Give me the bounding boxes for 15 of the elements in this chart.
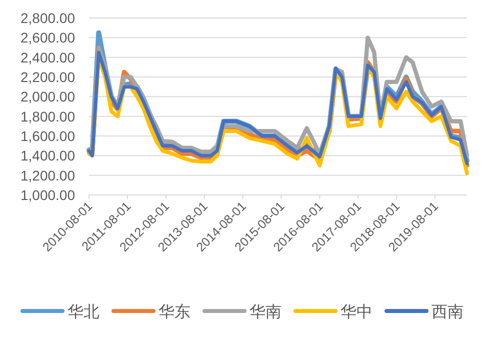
- y-tick-label: 1,400.00: [20, 148, 76, 164]
- legend-label: 华北: [68, 303, 100, 321]
- y-tick-label: 1,200.00: [20, 167, 76, 184]
- legend-label: 西南: [432, 303, 464, 321]
- y-tick-label: 2,600.00: [20, 30, 76, 46]
- y-tick-label: 1,800.00: [20, 108, 76, 124]
- legend-label: 华南: [250, 303, 282, 321]
- y-tick-label: 1,600.00: [20, 128, 76, 144]
- y-tick-label: 2,400.00: [20, 49, 76, 66]
- y-tick-label: 2,200.00: [20, 69, 76, 85]
- legend-label: 华东: [158, 303, 190, 321]
- legend-label: 华中: [340, 303, 372, 321]
- y-tick-label: 2,000.00: [20, 88, 76, 105]
- y-tick-label: 2,800.00: [20, 10, 76, 26]
- y-tick-label: 1,000.00: [20, 187, 76, 203]
